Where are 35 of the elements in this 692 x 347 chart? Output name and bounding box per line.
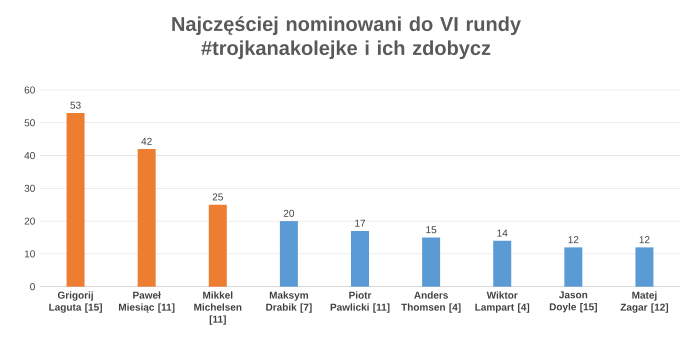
data-label: 12	[568, 236, 578, 244]
x-tick-label: Piotr Pawlicki [11]	[330, 291, 390, 313]
y-tick-label: 60	[24, 86, 35, 94]
bar	[493, 240, 512, 287]
y-tick-label: 10	[24, 250, 35, 258]
x-tick-label: Matej Zagar [12]	[620, 291, 668, 313]
x-tick-label: Jason Doyle [15]	[550, 291, 597, 312]
x-tick-label: Grigorij Laguta [15]	[49, 291, 102, 313]
x-tick-label: Mikkel Michelsen [11]	[194, 291, 242, 325]
bar	[564, 247, 582, 287]
data-label: 14	[497, 230, 508, 237]
chart-title: Najczęściej nominowani do VI rundy #trojkanakolejke i ich zdobycz	[172, 16, 521, 60]
data-label: 20	[284, 210, 294, 217]
y-tick-label: 0	[30, 283, 35, 290]
data-label: 42	[141, 138, 152, 145]
x-tick-label: Maksym Drabik [7]	[266, 291, 312, 313]
data-label: 17	[355, 220, 366, 227]
data-label: 25	[212, 193, 223, 200]
bar	[351, 230, 369, 287]
bar	[422, 238, 440, 287]
bar	[280, 221, 298, 287]
data-label: 15	[426, 226, 436, 234]
x-tick-label: Wiktor Lampart [4]	[475, 291, 530, 313]
y-tick-label: 20	[24, 218, 35, 225]
bar	[635, 247, 654, 287]
data-label: 12	[640, 236, 650, 244]
y-tick-label: 50	[24, 119, 35, 126]
data-label: 53	[70, 102, 81, 109]
bar	[66, 112, 85, 287]
x-tick-label: Paweł Miesiąc [11]	[118, 291, 174, 313]
bar	[208, 204, 227, 287]
y-tick-label: 30	[24, 184, 35, 192]
bar	[138, 149, 156, 287]
x-tick-label: Anders Thomsen [4]	[401, 291, 461, 313]
y-tick-label: 40	[24, 152, 35, 160]
